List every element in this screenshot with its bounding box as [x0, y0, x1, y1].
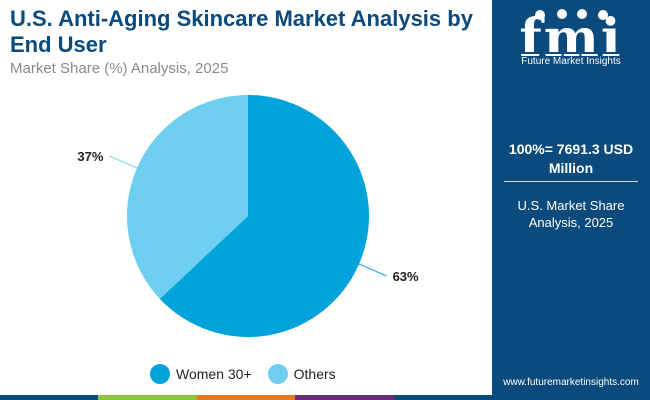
panel-subtitle: U.S. Market Share Analysis, 2025 [517, 198, 625, 230]
website-url: www.futuremarketinsights.com [503, 377, 639, 388]
legend-swatch-women [150, 364, 170, 384]
bottom-bar-segment [196, 395, 296, 400]
legend-swatch-others [267, 364, 288, 384]
legend-label-others: Others [293, 366, 336, 382]
bottom-bar-segment [0, 395, 99, 400]
legend-item-women: Women 30+ [150, 364, 252, 384]
panel-divider [504, 181, 638, 182]
side-panel: fmi Future Market Insights 100%= 7691.3 … [492, 0, 650, 400]
data-label-others: 37% [77, 149, 103, 164]
fmi-logo-icon: fmi [506, 8, 636, 69]
legend-label-women: Women 30+ [176, 366, 252, 382]
bottom-bar-segment [393, 395, 493, 400]
chart-subtitle: Market Share (%) Analysis, 2025 [10, 60, 229, 77]
brand-name: Future Market Insights [521, 56, 621, 67]
leader-line-others [109, 155, 143, 171]
leader-line-women-30-plus [353, 261, 387, 277]
pie-slice-others [127, 95, 248, 299]
bottom-bar-segment [98, 395, 197, 400]
pie-chart: 63% 37% [77, 95, 419, 338]
legend: Women 30+ Others [150, 364, 352, 384]
data-label-women-30-plus: 63% [393, 269, 419, 284]
title-block: U.S. Anti-Aging Skincare Market Analysis… [10, 6, 480, 77]
bottom-color-bar [0, 395, 493, 400]
pie-slice-women-30-plus [159, 95, 369, 338]
chart-title: U.S. Anti-Aging Skincare Market Analysis… [10, 6, 473, 57]
market-total: 100%= 7691.3 USD Million [508, 141, 634, 176]
legend-item-others: Others [267, 364, 336, 384]
bottom-bar-segment [295, 395, 394, 400]
